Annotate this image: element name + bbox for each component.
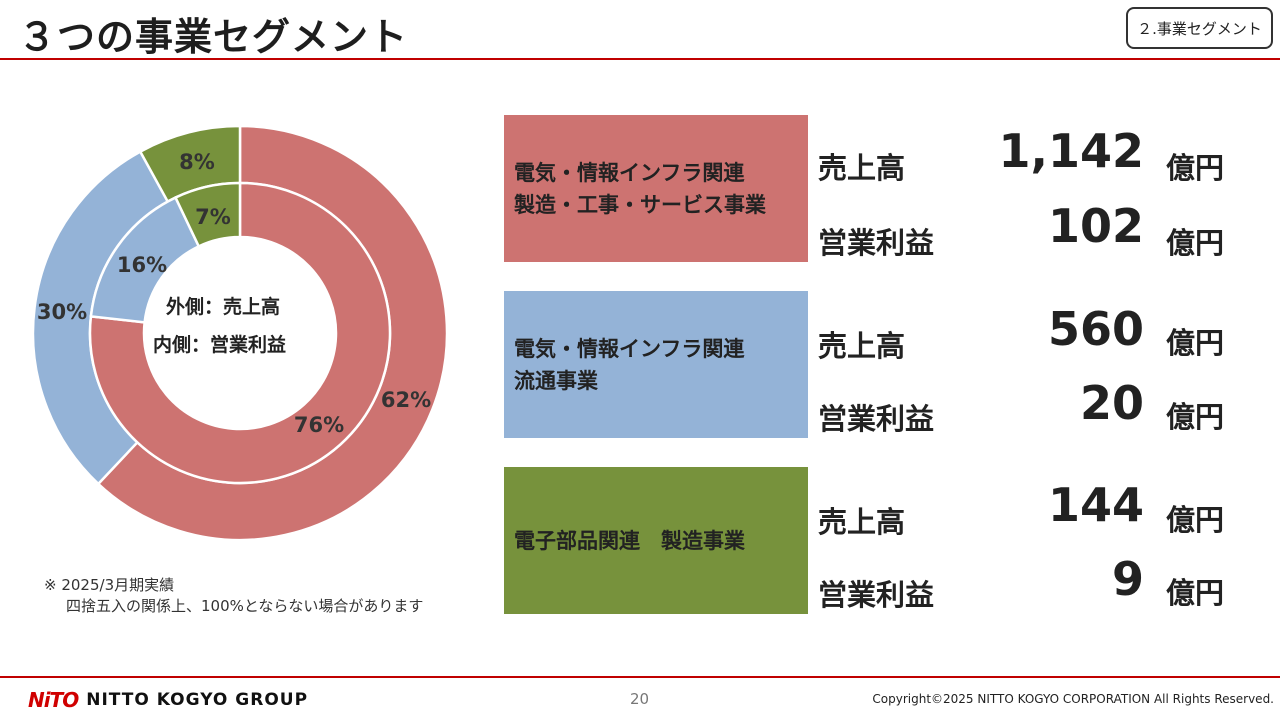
sales-unit: 億円 bbox=[1166, 326, 1225, 360]
sales-unit: 億円 bbox=[1166, 503, 1225, 537]
profit-label: 営業利益 bbox=[818, 578, 935, 612]
segment-name-line-1: 電子部品関連 製造事業 bbox=[514, 528, 745, 553]
logo-mark: NiTO bbox=[28, 688, 79, 712]
inner-ring-slice-2 bbox=[173, 181, 242, 248]
page-title: ３つの事業セグメント bbox=[18, 15, 409, 59]
profit-label: 営業利益 bbox=[818, 402, 935, 436]
outer-pct-label-1: 30% bbox=[36, 300, 88, 324]
profit-value: 102 bbox=[1047, 199, 1144, 253]
profit-unit: 億円 bbox=[1166, 226, 1225, 260]
segment-donut-chart bbox=[31, 124, 449, 542]
outer-pct-label-0: 62% bbox=[380, 388, 432, 412]
profit-unit: 億円 bbox=[1166, 400, 1225, 434]
sales-label: 売上高 bbox=[818, 505, 906, 539]
outer-pct-label-2: 8% bbox=[179, 150, 215, 174]
logo-text: NITTO KOGYO GROUP bbox=[86, 690, 309, 710]
inner-ring-slice-0 bbox=[88, 181, 392, 485]
sales-label: 売上高 bbox=[818, 329, 906, 363]
footer-divider bbox=[0, 676, 1280, 678]
segment-box-infra-manufacturing: 電気・情報インフラ関連 製造・工事・サービス事業 bbox=[504, 115, 808, 262]
inner-pct-label-1: 16% bbox=[116, 253, 168, 277]
segment-name-line-2: 製造・工事・サービス事業 bbox=[514, 192, 766, 217]
chart-center-label-outer: 外側：売上高 bbox=[166, 296, 281, 318]
segment-name-line-1: 電気・情報インフラ関連 bbox=[514, 336, 745, 361]
header-divider bbox=[0, 58, 1280, 60]
profit-value: 9 bbox=[1111, 552, 1144, 606]
sales-value: 1,142 bbox=[998, 124, 1144, 178]
page-number: 20 bbox=[630, 690, 650, 708]
inner-pct-label-2: 7% bbox=[195, 205, 231, 229]
profit-unit: 億円 bbox=[1166, 576, 1225, 610]
sales-value: 144 bbox=[1047, 478, 1144, 532]
section-tag: ２.事業セグメント bbox=[1126, 7, 1273, 49]
copyright-notice: Copyright©2025 NITTO KOGYO CORPORATION A… bbox=[872, 692, 1274, 706]
footnote-line-1: ※ 2025/3月期実績 bbox=[44, 576, 175, 594]
footnote: ※ 2025/3月期実績 四捨五入の関係上、100%とならない場合があります bbox=[44, 575, 423, 617]
chart-center-label-inner: 内側：営業利益 bbox=[153, 334, 287, 356]
segment-box-infra-distribution: 電気・情報インフラ関連 流通事業 bbox=[504, 291, 808, 438]
company-logo: NiTO NITTO KOGYO GROUP bbox=[28, 688, 308, 712]
profit-value: 20 bbox=[1079, 376, 1144, 430]
sales-unit: 億円 bbox=[1166, 151, 1225, 185]
sales-label: 売上高 bbox=[818, 151, 906, 185]
segment-name-line-1: 電気・情報インフラ関連 bbox=[514, 160, 745, 185]
sales-value: 560 bbox=[1047, 302, 1144, 356]
inner-pct-label-0: 76% bbox=[293, 413, 345, 437]
profit-label: 営業利益 bbox=[818, 226, 935, 260]
footnote-line-2: 四捨五入の関係上、100%とならない場合があります bbox=[66, 597, 424, 615]
segment-name-line-2: 流通事業 bbox=[514, 368, 598, 393]
segment-box-electronic-components: 電子部品関連 製造事業 bbox=[504, 467, 808, 614]
